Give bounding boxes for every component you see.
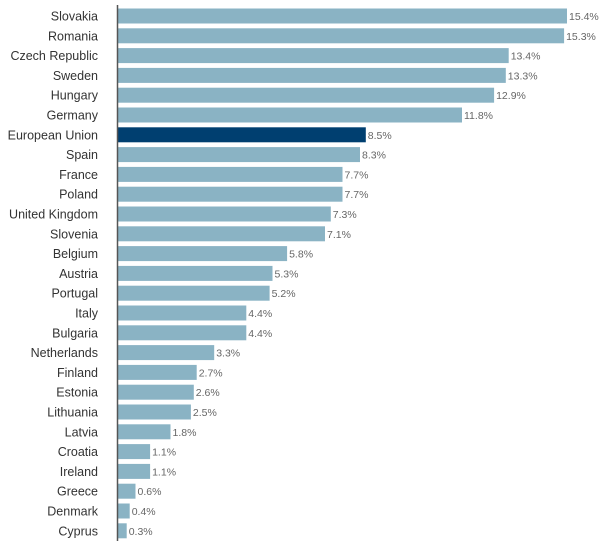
bar-sweden bbox=[118, 67, 506, 83]
value-label-estonia: 2.6% bbox=[196, 387, 220, 399]
value-label-germany: 11.8% bbox=[464, 110, 493, 122]
value-label-croatia: 1.1% bbox=[152, 447, 176, 459]
category-label-germany: Germany bbox=[47, 109, 99, 123]
bar-latvia bbox=[118, 424, 171, 440]
category-label-austria: Austria bbox=[59, 267, 98, 281]
value-label-italy: 4.4% bbox=[248, 308, 272, 320]
bar-italy bbox=[118, 305, 247, 321]
value-label-slovakia: 15.4% bbox=[569, 11, 599, 23]
bar-bulgaria bbox=[118, 325, 247, 341]
category-label-portugal: Portugal bbox=[51, 287, 98, 301]
value-label-lithuania: 2.5% bbox=[193, 407, 217, 419]
bar-spain bbox=[118, 147, 360, 163]
bar-denmark bbox=[118, 503, 130, 519]
category-label-belgium: Belgium bbox=[53, 247, 98, 261]
value-label-european-union: 8.5% bbox=[368, 130, 392, 142]
category-label-united-kingdom: United Kingdom bbox=[9, 208, 98, 222]
value-label-bulgaria: 4.4% bbox=[248, 328, 272, 340]
category-label-bulgaria: Bulgaria bbox=[52, 326, 98, 340]
category-label-netherlands: Netherlands bbox=[31, 346, 98, 360]
category-label-finland: Finland bbox=[57, 366, 98, 380]
bar-lithuania bbox=[118, 404, 191, 420]
category-label-croatia: Croatia bbox=[58, 445, 98, 459]
bar-belgium bbox=[118, 246, 288, 262]
bar-slovakia bbox=[118, 8, 567, 24]
bar-czech-republic bbox=[118, 48, 509, 64]
bar-austria bbox=[118, 265, 273, 281]
bar-hungary bbox=[118, 87, 495, 103]
bar-european-union bbox=[118, 127, 366, 143]
value-label-slovenia: 7.1% bbox=[327, 229, 351, 241]
bar-cyprus bbox=[118, 523, 127, 539]
category-label-hungary: Hungary bbox=[51, 89, 99, 103]
category-label-latvia: Latvia bbox=[65, 425, 98, 439]
bar-poland bbox=[118, 186, 343, 202]
bar-slovenia bbox=[118, 226, 325, 242]
value-label-austria: 5.3% bbox=[275, 268, 299, 280]
category-label-slovakia: Slovakia bbox=[51, 10, 98, 24]
value-label-portugal: 5.2% bbox=[272, 288, 296, 300]
bar-estonia bbox=[118, 384, 194, 400]
value-label-cyprus: 0.3% bbox=[129, 526, 153, 538]
category-label-estonia: Estonia bbox=[56, 386, 98, 400]
category-label-ireland: Ireland bbox=[60, 465, 98, 479]
value-label-hungary: 12.9% bbox=[496, 90, 526, 102]
bar-croatia bbox=[118, 444, 151, 460]
category-label-romania: Romania bbox=[48, 29, 98, 43]
value-label-romania: 15.3% bbox=[566, 31, 596, 43]
bar-germany bbox=[118, 107, 462, 123]
value-label-latvia: 1.8% bbox=[173, 427, 197, 439]
category-label-spain: Spain bbox=[66, 148, 98, 162]
category-label-greece: Greece bbox=[57, 485, 98, 499]
category-label-cyprus: Cyprus bbox=[58, 524, 98, 538]
category-label-france: France bbox=[59, 168, 98, 182]
value-label-ireland: 1.1% bbox=[152, 466, 176, 478]
bar-finland bbox=[118, 364, 197, 380]
category-label-czech-republic: Czech Republic bbox=[10, 49, 98, 63]
value-label-poland: 7.7% bbox=[345, 189, 369, 201]
value-label-spain: 8.3% bbox=[362, 150, 386, 162]
value-label-czech-republic: 13.4% bbox=[511, 51, 541, 63]
bar-united-kingdom bbox=[118, 206, 331, 222]
category-label-lithuania: Lithuania bbox=[47, 406, 98, 420]
category-label-european-union: European Union bbox=[8, 128, 98, 142]
value-label-netherlands: 3.3% bbox=[216, 348, 240, 360]
bar-netherlands bbox=[118, 345, 215, 361]
value-label-sweden: 13.3% bbox=[508, 70, 538, 82]
bar-ireland bbox=[118, 463, 151, 479]
value-label-united-kingdom: 7.3% bbox=[333, 209, 357, 221]
category-label-poland: Poland bbox=[59, 188, 98, 202]
category-label-italy: Italy bbox=[75, 307, 99, 321]
value-label-greece: 0.6% bbox=[138, 486, 162, 498]
category-label-sweden: Sweden bbox=[53, 69, 98, 83]
bar-romania bbox=[118, 28, 565, 44]
value-label-finland: 2.7% bbox=[199, 367, 223, 379]
bar-portugal bbox=[118, 285, 270, 301]
category-label-slovenia: Slovenia bbox=[50, 227, 98, 241]
category-label-denmark: Denmark bbox=[47, 505, 98, 519]
value-label-denmark: 0.4% bbox=[132, 506, 156, 518]
value-label-belgium: 5.8% bbox=[289, 249, 313, 261]
bar-france bbox=[118, 166, 343, 182]
bar-greece bbox=[118, 483, 136, 499]
value-label-france: 7.7% bbox=[345, 169, 369, 181]
